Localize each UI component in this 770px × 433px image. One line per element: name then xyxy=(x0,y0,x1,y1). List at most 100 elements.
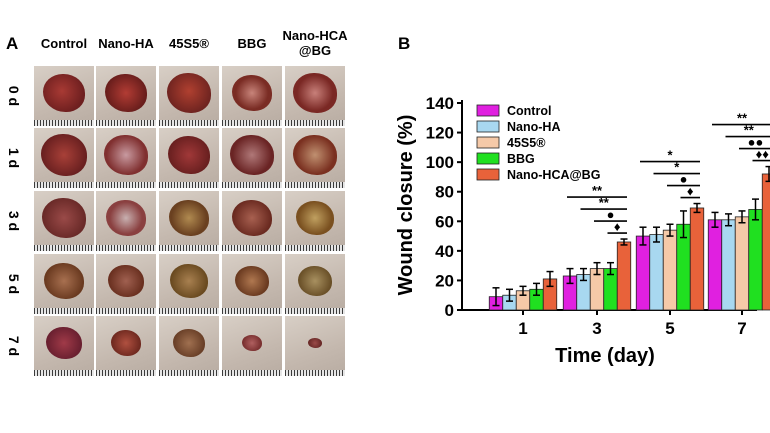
wound-area xyxy=(308,338,322,348)
legend-label: 45S5® xyxy=(507,136,546,150)
ruler-scale xyxy=(222,245,282,251)
ruler-scale xyxy=(159,370,219,376)
column-header: Nano-HA xyxy=(98,36,154,51)
y-tick-label: 60 xyxy=(435,212,454,231)
wound-photo xyxy=(96,128,156,188)
ruler-scale xyxy=(222,308,282,314)
legend-swatch xyxy=(476,120,500,133)
significance-mark: ** xyxy=(599,195,610,210)
wound-photo xyxy=(34,128,94,188)
significance-mark: ● xyxy=(680,172,688,187)
legend-label: BBG xyxy=(507,152,535,166)
wound-area xyxy=(42,198,86,238)
wound-area xyxy=(108,265,144,297)
ruler-scale xyxy=(285,120,345,126)
y-tick-label: 80 xyxy=(435,183,454,202)
wound-area xyxy=(293,73,337,113)
y-tick-label: 100 xyxy=(426,153,454,172)
panel-b-letter: B xyxy=(398,34,411,53)
ruler-scale xyxy=(34,308,94,314)
wound-area xyxy=(104,135,148,175)
wound-photo xyxy=(34,316,94,376)
wound-area xyxy=(111,330,141,356)
wound-area xyxy=(41,134,87,176)
legend-swatch xyxy=(476,168,500,181)
legend-label: Nano-HCA@BG xyxy=(507,168,600,182)
wound-area xyxy=(173,329,205,357)
wound-photo xyxy=(222,316,282,376)
significance-mark: ** xyxy=(744,123,755,138)
column-header: Control xyxy=(40,36,88,51)
ruler-scale xyxy=(285,182,345,188)
y-tick-label: 140 xyxy=(426,94,454,113)
ruler-scale xyxy=(222,120,282,126)
wound-photo xyxy=(96,191,156,251)
significance-mark: ♦ xyxy=(687,184,694,199)
significance-mark: ● xyxy=(607,207,615,222)
wound-area xyxy=(167,73,211,113)
x-tick-label: 3 xyxy=(592,319,601,338)
bar xyxy=(707,219,723,311)
bar xyxy=(761,173,770,311)
column-header: Nano-HCA @BG xyxy=(282,28,348,58)
column-header: BBG xyxy=(237,36,267,51)
x-axis-title: Time (day) xyxy=(555,345,655,367)
wound-area xyxy=(105,74,147,112)
wound-area xyxy=(170,264,208,298)
ruler-scale xyxy=(34,120,94,126)
ruler-scale xyxy=(159,120,219,126)
wound-area xyxy=(168,136,210,174)
wound-photo xyxy=(222,66,282,126)
significance-mark: ♦ xyxy=(614,219,621,234)
ruler-scale xyxy=(96,245,156,251)
ruler-scale xyxy=(159,182,219,188)
wound-photo xyxy=(285,316,345,376)
y-tick-label: 120 xyxy=(426,124,454,143)
bar xyxy=(662,229,678,311)
wound-photo xyxy=(159,128,219,188)
wound-photo xyxy=(159,191,219,251)
wound-photo xyxy=(96,254,156,314)
wound-photo xyxy=(96,316,156,376)
wound-area xyxy=(43,74,85,112)
ruler-scale xyxy=(96,120,156,126)
y-tick-label: 40 xyxy=(435,242,454,261)
ruler-scale xyxy=(34,370,94,376)
significance-mark: ** xyxy=(737,111,748,126)
y-axis-title: Wound closure (%) xyxy=(395,115,417,296)
column-header: 45S5® xyxy=(169,36,209,51)
significance-mark: ●● xyxy=(748,135,764,150)
ruler-scale xyxy=(159,308,219,314)
wound-area xyxy=(242,335,262,351)
ruler-scale xyxy=(285,370,345,376)
bar xyxy=(689,207,705,311)
legend-swatch xyxy=(476,136,500,149)
legend-swatch xyxy=(476,152,500,165)
wound-area xyxy=(230,135,274,175)
bar xyxy=(616,241,632,311)
wound-photo xyxy=(34,254,94,314)
wound-photo xyxy=(159,254,219,314)
wound-area xyxy=(232,200,272,236)
bar xyxy=(635,235,651,311)
wound-photo xyxy=(159,316,219,376)
wound-area xyxy=(46,327,82,359)
ruler-scale xyxy=(34,245,94,251)
ruler-scale xyxy=(159,245,219,251)
bar xyxy=(748,209,763,311)
wound-area xyxy=(235,266,269,296)
wound-area xyxy=(106,200,146,236)
wound-photo xyxy=(96,66,156,126)
ruler-scale xyxy=(222,182,282,188)
wound-photo xyxy=(222,191,282,251)
wound-area xyxy=(296,201,334,235)
wound-area xyxy=(232,75,272,111)
legend-swatch xyxy=(476,104,500,117)
panel-a-letter: A xyxy=(6,34,19,53)
significance-mark: ** xyxy=(592,183,603,198)
ruler-scale xyxy=(34,182,94,188)
ruler-scale xyxy=(96,308,156,314)
wound-photo xyxy=(159,66,219,126)
bar xyxy=(649,234,664,311)
